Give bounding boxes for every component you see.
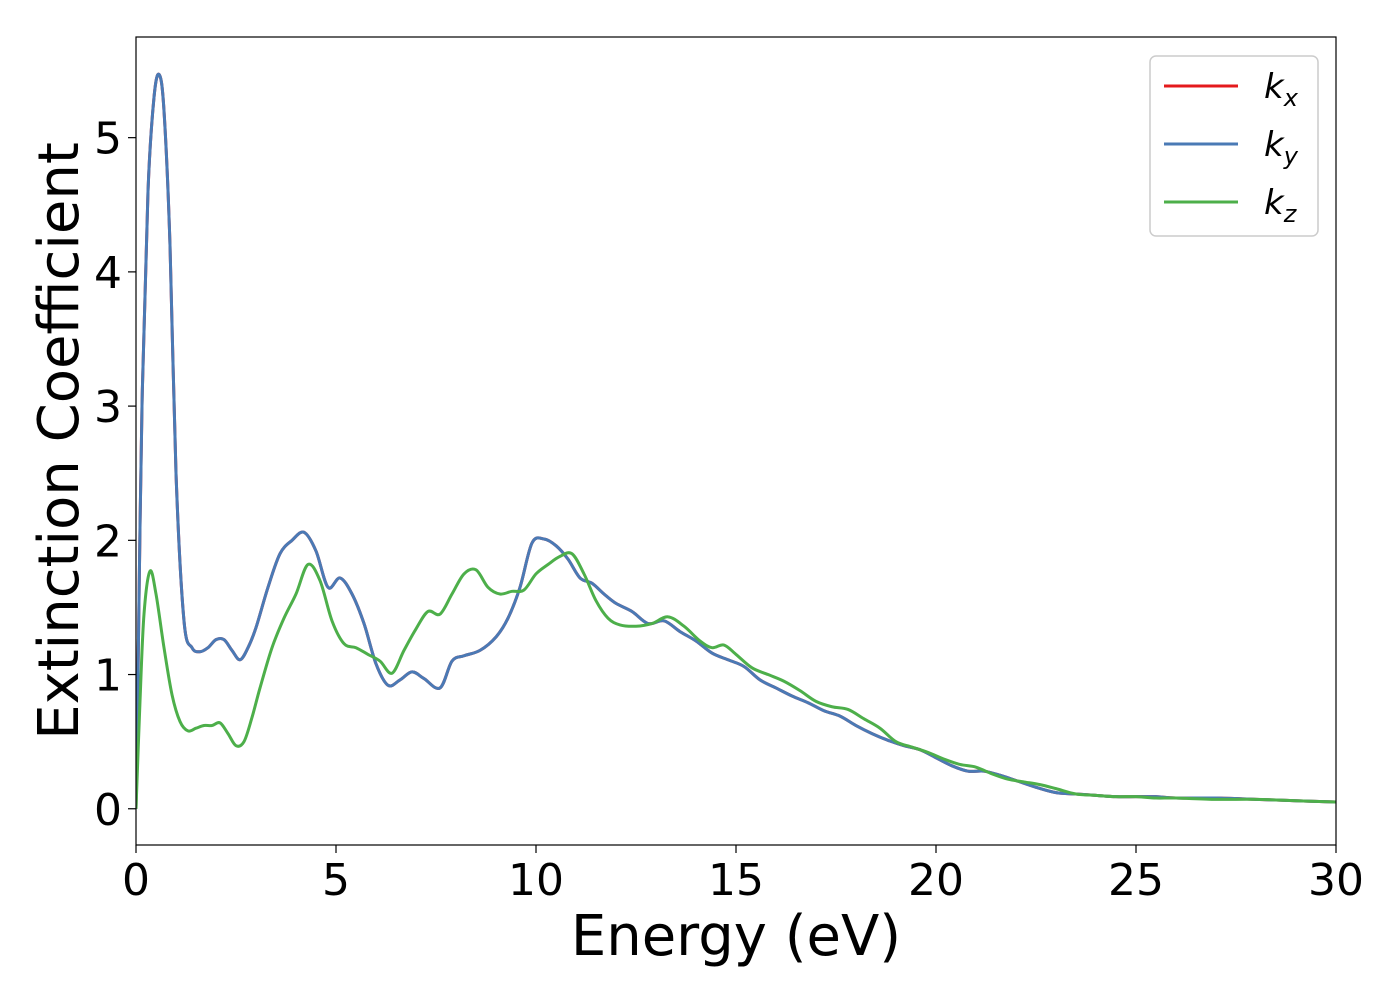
x-tick-label: 0 bbox=[122, 855, 150, 906]
y-tick-label: 0 bbox=[94, 785, 122, 836]
y-tick-label: 2 bbox=[94, 516, 122, 567]
x-axis-title: Energy (eV) bbox=[571, 904, 901, 969]
x-tick-label: 10 bbox=[508, 855, 564, 906]
y-tick-label: 5 bbox=[94, 114, 122, 165]
x-tick-label: 15 bbox=[708, 855, 764, 906]
y-tick-label: 1 bbox=[94, 651, 122, 702]
x-tick-label: 25 bbox=[1108, 855, 1164, 906]
x-tick-label: 20 bbox=[908, 855, 964, 906]
y-tick-label: 4 bbox=[94, 248, 122, 299]
x-tick-label: 30 bbox=[1308, 855, 1364, 906]
y-axis: 0 1 2 3 4 5 bbox=[94, 114, 136, 836]
legend-box bbox=[1149, 55, 1319, 237]
series-line-k-y bbox=[136, 72, 1336, 809]
series-line-k-z bbox=[136, 551, 1336, 809]
y-tick-label: 3 bbox=[94, 382, 122, 433]
x-axis: 0 5 10 15 20 25 30 bbox=[122, 845, 1364, 906]
series-layer bbox=[136, 72, 1336, 809]
x-tick-label: 5 bbox=[322, 855, 350, 906]
y-axis-title: Extinction Coefficient bbox=[27, 142, 92, 740]
